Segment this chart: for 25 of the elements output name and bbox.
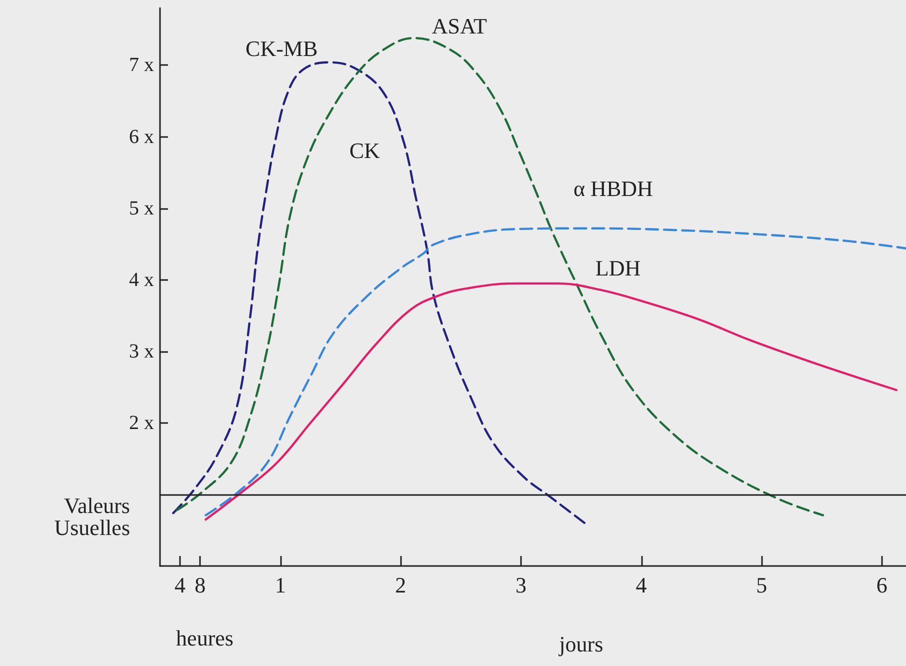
y-tick-label: 5 x bbox=[129, 197, 154, 220]
x-axis-title: jours bbox=[558, 632, 604, 656]
x-tick-label: 4 bbox=[636, 572, 647, 598]
y-tick-label: 7 x bbox=[129, 54, 154, 76]
line-series bbox=[204, 282, 898, 521]
x-tick-label: 2 bbox=[395, 572, 406, 598]
x-tick-label: 1 bbox=[274, 572, 286, 598]
y-tick-label: 3 x bbox=[129, 340, 154, 362]
x-tick-label: 3 bbox=[515, 572, 526, 598]
annotation: CK bbox=[349, 138, 380, 163]
x2-tick-label: 8 bbox=[194, 572, 206, 598]
y-tick-label: 4 x bbox=[129, 268, 154, 291]
series-label: α HBDH bbox=[574, 176, 654, 201]
y-tick-label: 2 x bbox=[129, 412, 154, 434]
y-tick-label: 6 x bbox=[129, 126, 154, 148]
line-series bbox=[172, 61, 586, 524]
x-tick-label: 6 bbox=[876, 572, 888, 598]
series-label: LDH bbox=[595, 255, 641, 280]
series-label: CK-MB bbox=[246, 36, 318, 61]
x-tick-label: 5 bbox=[756, 572, 768, 598]
series-label: ASAT bbox=[432, 14, 488, 39]
line-series bbox=[204, 227, 906, 516]
line-series bbox=[176, 36, 824, 516]
x2-axis-title: heures bbox=[176, 626, 234, 650]
ref-line-label: Valeurs Usuelles bbox=[54, 492, 130, 540]
